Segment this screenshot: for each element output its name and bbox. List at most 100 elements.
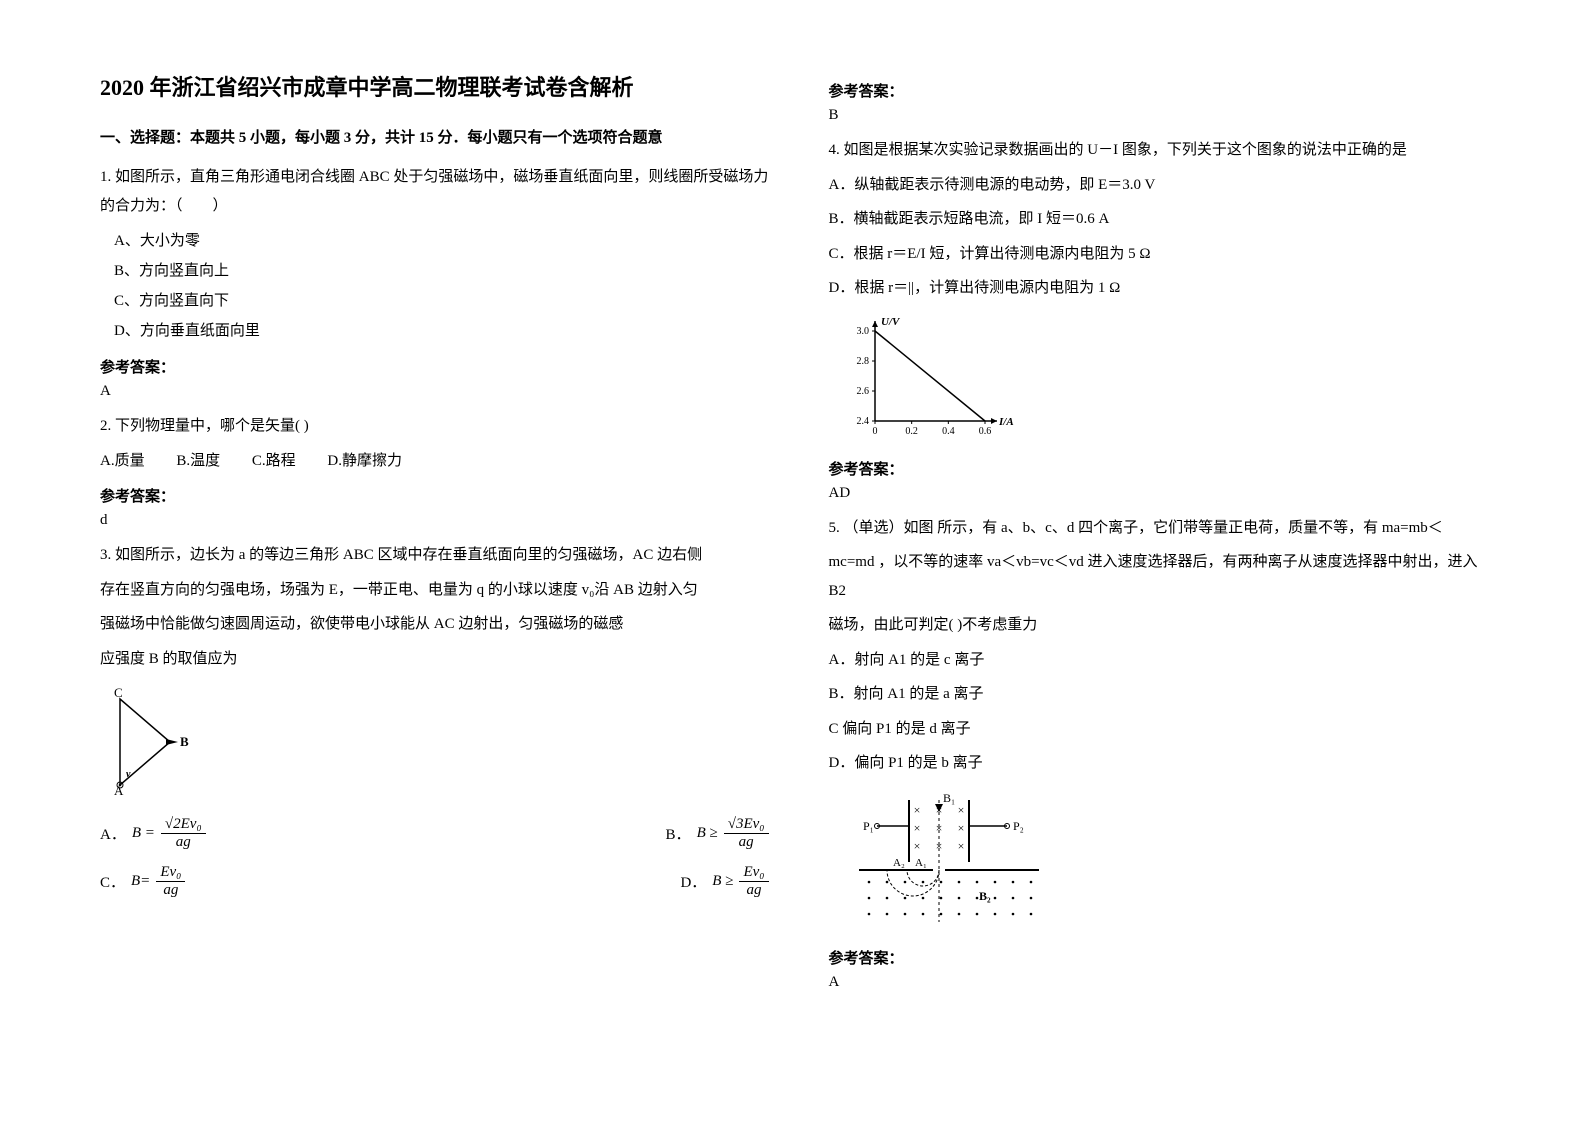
q4-ui-graph: 3.02.82.62.400.20.40.6U/VI/A bbox=[839, 313, 1498, 448]
q3-opt-d: D． B ≥ Ev₀ ag bbox=[680, 864, 768, 898]
q3-opt-a-den: ag bbox=[172, 834, 195, 851]
q1-answer: A bbox=[100, 383, 769, 400]
q2-opt-c: C.路程 bbox=[252, 447, 296, 476]
svg-text:0.6: 0.6 bbox=[978, 426, 991, 437]
svg-text:B₂: B₂ bbox=[979, 889, 991, 903]
svg-text:B₁: B₁ bbox=[943, 791, 955, 805]
q3-opt-a-eq: B = bbox=[132, 825, 155, 842]
q3-opt-c-den: ag bbox=[159, 882, 182, 899]
q3-triangle-diagram: C B A v bbox=[108, 687, 769, 802]
q3-opt-a-frac: √2Ev₀ ag bbox=[161, 816, 206, 850]
q4-opt-b: B．横轴截距表示短路电流，即 I 短＝0.6 A bbox=[829, 205, 1498, 234]
svg-text:×: × bbox=[935, 839, 942, 853]
q2-opt-d: D.静摩擦力 bbox=[327, 447, 402, 476]
triangle-svg: C B A v bbox=[108, 687, 198, 797]
svg-text:×: × bbox=[913, 839, 920, 853]
q5-stem-line2: mc=md ，以不等的速率 va＜vb=vc＜vd 进入速度选择器后，有两种离子… bbox=[829, 548, 1498, 605]
q3-stem-line4: 应强度 B 的取值应为 bbox=[100, 645, 769, 674]
svg-text:3.0: 3.0 bbox=[856, 326, 869, 337]
svg-text:2.8: 2.8 bbox=[856, 356, 869, 367]
q2-opt-a: A.质量 bbox=[100, 447, 145, 476]
q5-opt-b: B．射向 A1 的是 a 离子 bbox=[829, 680, 1498, 709]
q3-opt-a: A． B = √2Ev₀ ag bbox=[100, 816, 206, 850]
q5-selector-diagram: × × × × × × × × × P₁ P₂ B₁ A₂ A₁ B₂ bbox=[839, 790, 1498, 935]
q5-stem-line1: 5. （单选）如图 所示，有 a、b、c、d 四个离子，它们带等量正电荷，质量不… bbox=[829, 514, 1498, 543]
triangle-label-v: v bbox=[126, 769, 131, 780]
q3-opt-c: C． B= Ev₀ ag bbox=[100, 864, 185, 898]
q4-opt-a: A．纵轴截距表示待测电源的电动势，即 E＝3.0 V bbox=[829, 171, 1498, 200]
q5-answer-label: 参考答案： bbox=[829, 947, 1498, 968]
q5-stem-line3: 磁场，由此可判定( )不考虑重力 bbox=[829, 611, 1498, 640]
q3-opt-d-frac: Ev₀ ag bbox=[739, 864, 768, 898]
exam-title: 2020 年浙江省绍兴市成章中学高二物理联考试卷含解析 bbox=[100, 70, 769, 102]
q3-answer: B bbox=[829, 107, 1498, 124]
svg-text:2.6: 2.6 bbox=[856, 386, 869, 397]
svg-text:×: × bbox=[957, 821, 964, 835]
svg-text:P₂: P₂ bbox=[1013, 819, 1024, 833]
q2-answer: d bbox=[100, 512, 769, 529]
q5-answer: A bbox=[829, 974, 1498, 991]
q3-opt-c-prefix: C． bbox=[100, 871, 125, 892]
q3-opt-d-num: Ev₀ bbox=[739, 864, 768, 882]
q3-opt-b-prefix: B． bbox=[666, 823, 691, 844]
q3-opt-b-num: √3Ev₀ bbox=[724, 816, 769, 834]
exam-page: 2020 年浙江省绍兴市成章中学高二物理联考试卷含解析 一、选择题：本题共 5 … bbox=[0, 0, 1587, 1043]
q3-opt-b-eq: B ≥ bbox=[697, 825, 718, 842]
q2-options: A.质量 B.温度 C.路程 D.静摩擦力 bbox=[100, 447, 769, 476]
q3-stem-line2: 存在竖直方向的匀强电场，场强为 E，一带正电、电量为 q 的小球以速度 v₀沿 … bbox=[100, 576, 769, 605]
q5-opt-d: D．偏向 P1 的是 b 离子 bbox=[829, 749, 1498, 778]
svg-text:0.2: 0.2 bbox=[905, 426, 918, 437]
selector-svg: × × × × × × × × × P₁ P₂ B₁ A₂ A₁ B₂ bbox=[839, 790, 1059, 930]
svg-text:P₁: P₁ bbox=[863, 819, 874, 833]
q3-opt-b-den: ag bbox=[735, 834, 758, 851]
q4-opt-d: D．根据 r＝||，计算出待测电源内电阻为 1 Ω bbox=[829, 274, 1498, 303]
svg-text:0.4: 0.4 bbox=[942, 426, 955, 437]
svg-text:×: × bbox=[913, 821, 920, 835]
q5-opt-a: A．射向 A1 的是 c 离子 bbox=[829, 646, 1498, 675]
q2-answer-label: 参考答案： bbox=[100, 485, 769, 506]
q3-opt-d-prefix: D． bbox=[680, 871, 706, 892]
q3-opts-row1: A． B = √2Ev₀ ag B． B ≥ √3Ev₀ ag bbox=[100, 816, 769, 850]
svg-text:×: × bbox=[913, 803, 920, 817]
q3-opt-c-frac: Ev₀ ag bbox=[156, 864, 185, 898]
q3-stem-line1: 3. 如图所示，边长为 a 的等边三角形 ABC 区域中存在垂直纸面向里的匀强磁… bbox=[100, 541, 769, 570]
svg-text:I/A: I/A bbox=[998, 416, 1014, 428]
q4-answer: AD bbox=[829, 485, 1498, 502]
q3-opt-d-eq: B ≥ bbox=[712, 873, 733, 890]
q5-opt-c: C 偏向 P1 的是 d 离子 bbox=[829, 715, 1498, 744]
q3-stem-line3: 强磁场中恰能做匀速圆周运动，欲使带电小球能从 AC 边射出，匀强磁场的磁感 bbox=[100, 610, 769, 639]
q1-opt-c: C、方向竖直向下 bbox=[114, 286, 769, 316]
q1-opt-b: B、方向竖直向上 bbox=[114, 256, 769, 286]
q3-opt-a-prefix: A． bbox=[100, 823, 126, 844]
q3-answer-label: 参考答案： bbox=[829, 80, 1498, 101]
q2-stem: 2. 下列物理量中，哪个是矢量( ) bbox=[100, 412, 769, 441]
svg-text:×: × bbox=[935, 821, 942, 835]
svg-text:0: 0 bbox=[872, 426, 877, 437]
q3-opts-row2: C． B= Ev₀ ag D． B ≥ Ev₀ ag bbox=[100, 864, 769, 898]
q1-answer-label: 参考答案： bbox=[100, 356, 769, 377]
section-1-heading: 一、选择题：本题共 5 小题，每小题 3 分，共计 15 分．每小题只有一个选项… bbox=[100, 126, 769, 147]
q4-stem: 4. 如图是根据某次实验记录数据画出的 U－I 图象，下列关于这个图象的说法中正… bbox=[829, 136, 1498, 165]
q3-opt-c-eq: B= bbox=[131, 873, 150, 890]
right-column: 参考答案： B 4. 如图是根据某次实验记录数据画出的 U－I 图象，下列关于这… bbox=[829, 70, 1498, 1003]
triangle-label-c: C bbox=[114, 687, 123, 700]
q1-opt-a: A、大小为零 bbox=[114, 226, 769, 256]
q3-opt-c-num: Ev₀ bbox=[156, 864, 185, 882]
svg-text:×: × bbox=[957, 803, 964, 817]
q1-opt-d: D、方向垂直纸面向里 bbox=[114, 316, 769, 346]
svg-text:×: × bbox=[957, 839, 964, 853]
q3-opt-a-num: √2Ev₀ bbox=[161, 816, 206, 834]
q4-answer-label: 参考答案： bbox=[829, 458, 1498, 479]
q4-opt-c: C．根据 r＝E/I 短，计算出待测电源内电阻为 5 Ω bbox=[829, 240, 1498, 269]
q1-stem: 1. 如图所示，直角三角形通电闭合线圈 ABC 处于匀强磁场中，磁场垂直纸面向里… bbox=[100, 163, 769, 220]
q3-opt-b: B． B ≥ √3Ev₀ ag bbox=[666, 816, 769, 850]
q1-options: A、大小为零 B、方向竖直向上 C、方向竖直向下 D、方向垂直纸面向里 bbox=[100, 226, 769, 346]
svg-text:A₂: A₂ bbox=[893, 857, 905, 869]
ui-graph-svg: 3.02.82.62.400.20.40.6U/VI/A bbox=[839, 313, 1019, 443]
svg-text:U/V: U/V bbox=[881, 316, 901, 328]
triangle-label-b: B bbox=[180, 734, 189, 749]
svg-text:A₁: A₁ bbox=[915, 857, 927, 869]
svg-text:×: × bbox=[935, 803, 942, 817]
q3-opt-d-den: ag bbox=[742, 882, 765, 899]
q2-opt-b: B.温度 bbox=[176, 447, 220, 476]
